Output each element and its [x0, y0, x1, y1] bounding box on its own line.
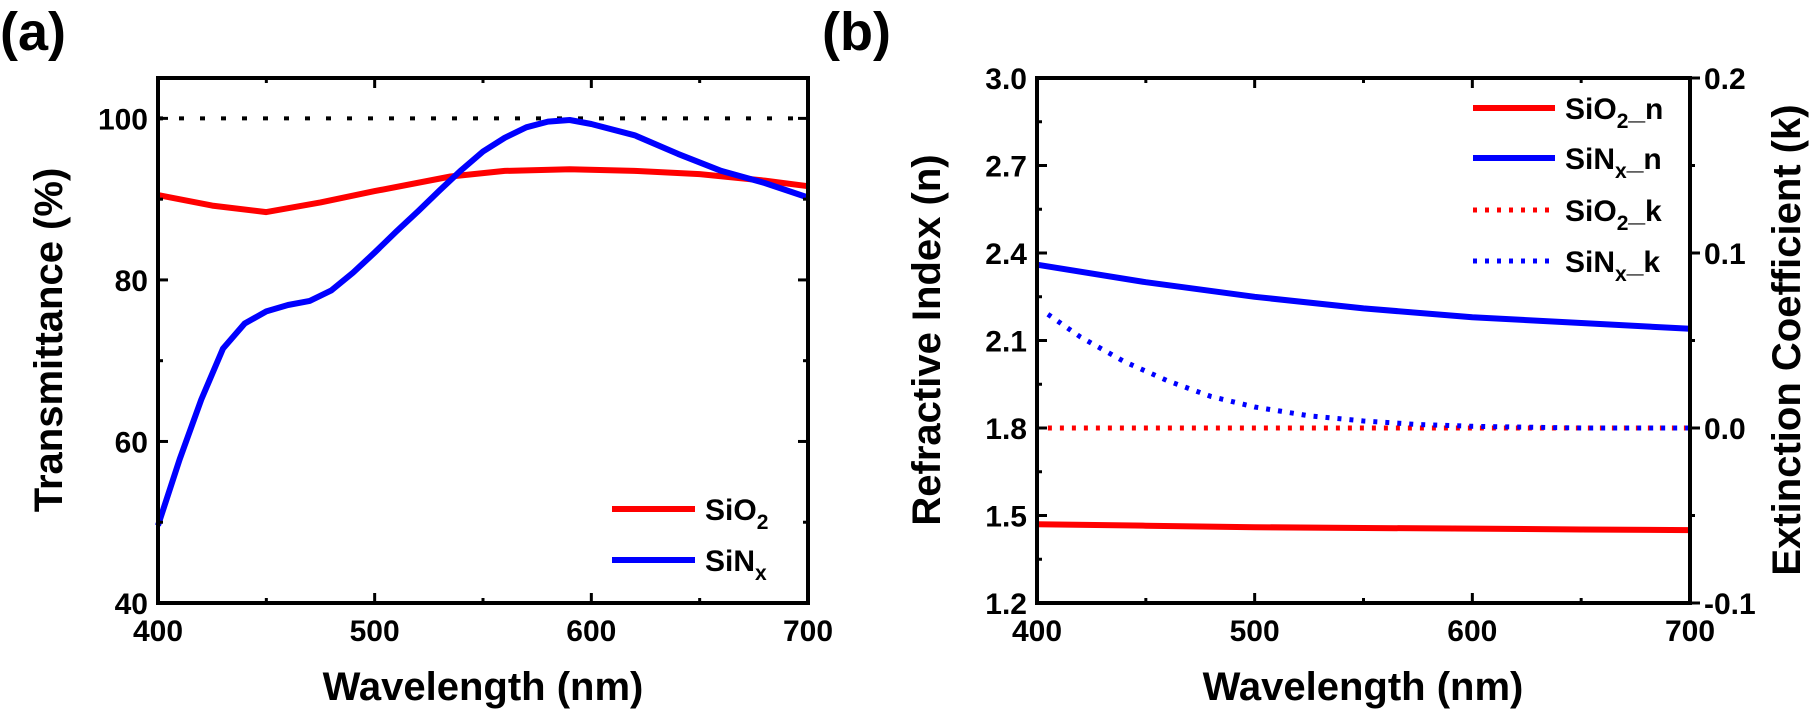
legend-text-base: SiO [1565, 93, 1617, 126]
x-tick-label: 700 [783, 615, 833, 648]
x-tick-label: 600 [1447, 615, 1497, 648]
legend-label: SiO2 [705, 494, 768, 534]
series-line-sinx [155, 117, 809, 527]
legend-text-subscript: x [1615, 263, 1627, 286]
legend-label: SiNx_k [1565, 246, 1660, 286]
legend-label: SiO2_n [1565, 93, 1663, 133]
legend-text-suffix: _n [1627, 93, 1663, 126]
series-line-sio2_n [1036, 521, 1691, 534]
legend-text-suffix: _k [1627, 195, 1662, 228]
legend-text-suffix: _k [1626, 246, 1661, 279]
legend-text-subscript: 2 [1617, 110, 1629, 133]
legend-text-subscript: x [1615, 160, 1627, 183]
legend-text-subscript: 2 [1617, 212, 1629, 235]
x-tick-label: 400 [133, 615, 183, 648]
y-axis-title-b: Refractive Index (n) [905, 154, 949, 525]
y2-tick-label: 0.0 [1704, 413, 1746, 446]
legend-text-subscript: 2 [757, 511, 769, 534]
y2-tick-label: 0.2 [1704, 63, 1746, 96]
x-axis-title-a: Wavelength (nm) [323, 665, 644, 709]
y-tick-label: 1.2 [985, 588, 1027, 621]
legend-text-base: SiO [1565, 195, 1617, 228]
series-line-sinx_n [1036, 261, 1691, 332]
x-tick-label: 600 [566, 615, 616, 648]
x-tick-label: 500 [350, 615, 400, 648]
y-tick-label: 80 [115, 265, 148, 298]
legend-text-base: SiN [1565, 143, 1615, 176]
legend-label: SiNx [705, 545, 767, 585]
legend-text-base: SiO [705, 494, 757, 527]
legend-label: SiNx_n [1565, 143, 1662, 183]
x-axis-title-b: Wavelength (nm) [1203, 665, 1524, 709]
series-line-sio2 [157, 166, 809, 216]
y-tick-label: 1.5 [985, 501, 1027, 534]
y-tick-label: 40 [115, 588, 148, 621]
y-axis-title-a: Transmittance (%) [27, 168, 71, 513]
x-tick-label: 400 [1012, 615, 1062, 648]
series-line-sinx_k [1046, 312, 1690, 431]
y-tick-label: 1.8 [985, 413, 1027, 446]
y2-tick-label: -0.1 [1704, 588, 1756, 621]
legend-text-base: SiN [1565, 246, 1615, 279]
y2-axis-title-b: Extinction Coefficient (k) [1765, 104, 1809, 575]
panel-label-b: (b) [822, 2, 891, 62]
legend-text-subscript: x [755, 562, 767, 585]
legend-text-suffix: _n [1626, 143, 1662, 176]
x-tick-label: 700 [1665, 615, 1715, 648]
legend-text-base: SiN [705, 545, 755, 578]
y2-tick-label: 0.1 [1704, 238, 1746, 271]
y-tick-label: 3.0 [985, 63, 1027, 96]
x-tick-label: 500 [1230, 615, 1280, 648]
panel-label-a: (a) [0, 2, 66, 62]
y-tick-label: 100 [98, 103, 148, 136]
y-tick-label: 60 [115, 426, 148, 459]
y-tick-label: 2.1 [985, 326, 1027, 359]
y-tick-label: 2.7 [985, 151, 1027, 184]
y-tick-label: 2.4 [985, 238, 1027, 271]
legend-label: SiO2_k [1565, 195, 1662, 235]
